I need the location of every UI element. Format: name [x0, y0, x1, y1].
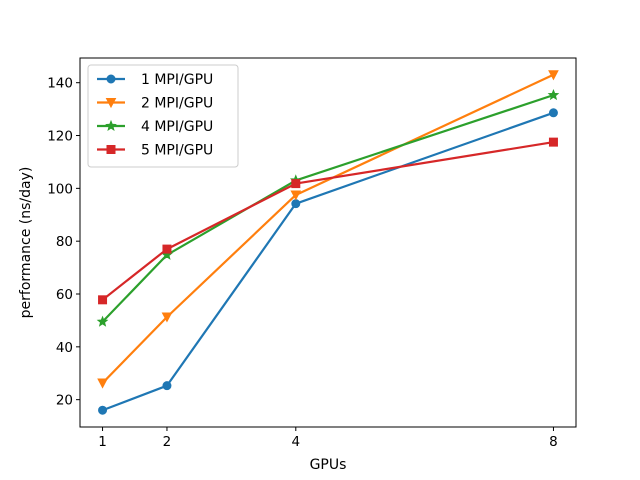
legend-label: 1 MPI/GPU	[141, 72, 213, 88]
series-2	[97, 70, 559, 389]
data-point	[548, 137, 558, 147]
plot-frame	[79, 57, 577, 428]
data-point	[548, 108, 558, 118]
y-tick-label: 80	[56, 234, 73, 250]
data-point	[291, 199, 301, 209]
series-line	[100, 93, 555, 324]
legend-label: 2 MPI/GPU	[141, 96, 213, 112]
data-point	[291, 179, 301, 189]
legend-marker	[106, 145, 116, 154]
series-line	[101, 111, 555, 412]
y-tick-label: 100	[47, 181, 73, 197]
legend-item: 4 MPI/GPU	[97, 119, 213, 135]
y-tick-label: 20	[56, 393, 73, 409]
legend-item: 5 MPI/GPU	[97, 143, 213, 159]
y-tick-label: 60	[56, 287, 73, 303]
y-tick-label: 120	[47, 129, 73, 145]
data-point	[98, 405, 108, 415]
data-point	[96, 315, 109, 327]
series-line	[101, 140, 555, 302]
x-tick-label: 4	[291, 434, 300, 450]
data-point	[161, 312, 173, 323]
data-point	[548, 70, 559, 81]
x-axis: 1 2 4 8	[98, 427, 558, 450]
series-layer	[96, 70, 560, 415]
series-line	[100, 73, 555, 385]
legend-item: 2 MPI/GPU	[97, 96, 213, 112]
y-tick-label: 40	[56, 340, 73, 356]
data-point	[97, 378, 108, 389]
data-point	[98, 295, 108, 305]
legend: 1 MPI/GPU 2 MPI/GPU 4 MPI/GPU 5 MPI/GPU	[87, 64, 239, 168]
legend-box	[87, 64, 239, 168]
legend-label: 4 MPI/GPU	[141, 119, 213, 135]
x-axis-label: GPUs	[310, 457, 347, 473]
y-tick-label: 140	[47, 76, 73, 92]
data-point	[547, 88, 560, 101]
data-point	[162, 244, 172, 254]
data-point	[290, 190, 302, 201]
legend-marker	[106, 74, 116, 84]
legend-label: 5 MPI/GPU	[141, 143, 213, 159]
series-4	[98, 137, 558, 305]
y-axis-label: performance (ns/day)	[18, 167, 34, 319]
x-tick-label: 1	[98, 434, 107, 450]
legend-item: 1 MPI/GPU	[97, 72, 213, 88]
legend-marker	[105, 98, 117, 109]
y-axis: 20 40 60 80 100 120 140	[47, 76, 80, 409]
x-tick-label: 8	[549, 434, 558, 450]
data-point	[162, 381, 172, 391]
x-tick-label: 2	[163, 434, 172, 450]
legend-marker	[105, 119, 117, 131]
